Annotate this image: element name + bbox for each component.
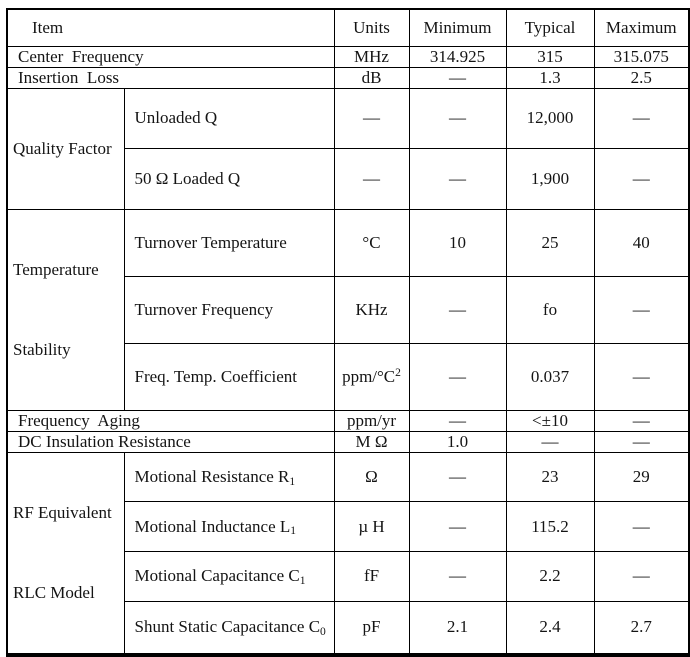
typ-value: 2.4 (505, 600, 595, 656)
row-frequency-aging: Frequency Aging ppm/yr — <±10 — (6, 409, 690, 432)
units-value: pF (333, 600, 410, 656)
header-row: Item Units Minimum Typical Maximum (6, 8, 690, 47)
typ-value: fo (505, 275, 595, 344)
min-value: — (408, 87, 507, 149)
typ-value: 315 (505, 45, 595, 68)
row-dc-insulation-resistance: DC Insulation Resistance M Ω 1.0 — — (6, 430, 690, 453)
item-label: 50 Ω Loaded Q (123, 148, 335, 210)
item-label: Center Frequency (6, 45, 335, 68)
units-value: fF (333, 550, 410, 602)
min-value: 314.925 (408, 45, 507, 68)
min-value: — (408, 550, 507, 602)
header-units: Units (333, 8, 410, 47)
units-value: dB (333, 66, 410, 89)
row-turnover-frequency: Turnover Frequency KHz — fo — (7, 275, 690, 344)
units-value: KHz (333, 275, 410, 344)
row-insertion-loss: Insertion Loss dB — 1.3 2.5 (6, 66, 690, 89)
row-unloaded-q: Quality Factor Unloaded Q — — 12,000 — (6, 87, 690, 210)
typ-value: 0.037 (505, 342, 595, 411)
item-label: Frequency Aging (6, 409, 335, 432)
row-loaded-q: 50 Ω Loaded Q — — 1,900 — (7, 148, 690, 210)
row-center-frequency: Center Frequency MHz 314.925 315 315.075 (6, 45, 690, 68)
header-item: Item (6, 8, 335, 47)
units-value: Ω (333, 451, 410, 503)
units-value: — (333, 87, 410, 149)
min-value: — (408, 342, 507, 411)
typ-value: 23 (505, 451, 595, 503)
item-label: Turnover Frequency (123, 275, 335, 344)
min-value: — (408, 501, 507, 552)
item-label: Freq. Temp. Coefficient (123, 342, 335, 411)
min-value: 2.1 (408, 600, 507, 656)
item-label: Unloaded Q (123, 87, 335, 149)
min-value: — (408, 275, 507, 344)
min-value: — (408, 148, 507, 210)
group-label-line1: RF Equivalent (13, 502, 112, 522)
item-subscript: 1 (289, 474, 296, 488)
typ-value: 12,000 (505, 87, 595, 149)
typ-value: 2.2 (505, 550, 595, 602)
min-value: — (408, 66, 507, 89)
item-subscript: 1 (290, 524, 297, 538)
units-value: °C (333, 208, 410, 277)
typ-value: 1.3 (505, 66, 595, 89)
typ-value: — (505, 430, 595, 453)
max-value: 2.5 (593, 66, 690, 89)
max-value: — (593, 501, 690, 552)
group-label-line2: RLC Model (13, 582, 95, 602)
item-label: Shunt Static Capacitance C0 (123, 600, 335, 656)
max-value: — (593, 87, 690, 149)
max-value: — (593, 148, 690, 210)
header-maximum: Maximum (593, 8, 690, 47)
item-label: Turnover Temperature (123, 208, 335, 277)
row-turnover-temperature: Temperature Stability Turnover Temperatu… (6, 208, 690, 411)
group-quality-factor: Quality Factor (6, 87, 125, 210)
group-label-line2: Stability (13, 339, 71, 359)
group-temperature-stability: Temperature Stability (6, 208, 125, 411)
max-value: 315.075 (593, 45, 690, 68)
typ-value: <±10 (505, 409, 595, 432)
typ-value: 115.2 (505, 501, 595, 552)
max-value: — (593, 409, 690, 432)
row-motional-inductance: Motional Inductance L1 µ H — 115.2 — (7, 501, 690, 552)
units-value: µ H (333, 501, 410, 552)
min-value: 10 (408, 208, 507, 277)
max-value: 40 (593, 208, 690, 277)
max-value: 2.7 (593, 600, 690, 656)
units-value: M Ω (333, 430, 410, 453)
item-label: Motional Resistance R1 (123, 451, 335, 503)
units-value: ppm/yr (333, 409, 410, 432)
header-minimum: Minimum (408, 8, 507, 47)
header-typical: Typical (505, 8, 595, 47)
item-label: Motional Capacitance C1 (123, 550, 335, 602)
typ-value: 25 (505, 208, 595, 277)
item-label: Insertion Loss (6, 66, 335, 89)
max-value: 29 (593, 451, 690, 503)
units-value: ppm/°C2 (333, 342, 410, 411)
spec-table: Item Units Minimum Typical Maximum Cente… (6, 8, 690, 657)
max-value: — (593, 550, 690, 602)
units-value: MHz (333, 45, 410, 68)
min-value: — (408, 409, 507, 432)
max-value: — (593, 430, 690, 453)
item-subscript: 0 (320, 624, 326, 638)
units-value: — (333, 148, 410, 210)
row-freq-temp-coefficient: Freq. Temp. Coefficient ppm/°C2 — 0.037 … (7, 342, 690, 411)
max-value: — (593, 275, 690, 344)
typ-value: 1,900 (505, 148, 595, 210)
item-label: Motional Inductance L1 (123, 501, 335, 552)
units-superscript: 2 (395, 366, 401, 380)
item-label: DC Insulation Resistance (6, 430, 335, 453)
min-value: 1.0 (408, 430, 507, 453)
group-rf-equivalent-rlc-model: RF Equivalent RLC Model (6, 451, 125, 655)
item-subscript: 1 (299, 574, 306, 588)
group-label: Quality Factor (13, 138, 112, 158)
min-value: — (408, 451, 507, 503)
group-label-line1: Temperature (13, 259, 99, 279)
row-motional-resistance: RF Equivalent RLC Model Motional Resista… (6, 451, 690, 655)
max-value: — (593, 342, 690, 411)
